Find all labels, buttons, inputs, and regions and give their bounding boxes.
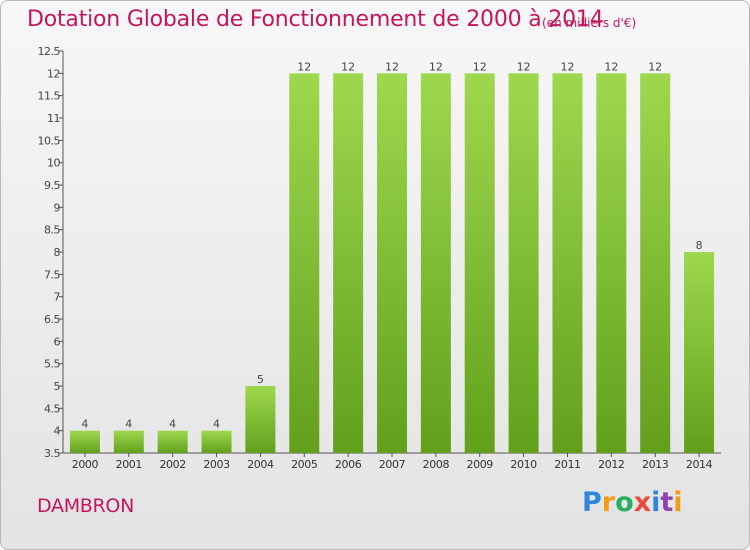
y-tick-label: 3.5 — [44, 447, 60, 460]
logo-letter: P — [582, 487, 602, 518]
bar-value-label: 12 — [517, 60, 531, 73]
bar — [289, 73, 320, 453]
bar — [245, 386, 276, 453]
bar — [552, 73, 583, 453]
bar — [157, 430, 188, 453]
logo-letter: i — [673, 487, 683, 518]
bar-value-label: 4 — [125, 418, 132, 431]
logo-letter: i — [651, 487, 661, 518]
y-tick-label: 12.5 — [38, 45, 61, 58]
bars: 4 4 4 4 5 12 12 12 12 12 12 12 12 12 8 — [69, 60, 715, 453]
x-tick-label: 2012 — [598, 458, 624, 471]
logo-letter: t — [660, 487, 674, 518]
bar — [69, 430, 100, 453]
bar — [508, 73, 539, 453]
bar-value-label: 12 — [429, 60, 443, 73]
bar-value-label: 12 — [297, 60, 311, 73]
y-tick-label: 6 — [54, 335, 61, 348]
x-tick-label: 2006 — [335, 458, 362, 471]
bar-value-label: 5 — [257, 373, 264, 386]
bar-value-label: 4 — [169, 418, 176, 431]
chart-subtitle: (en milliers d'€) — [542, 16, 637, 30]
bar — [640, 73, 671, 453]
logo-letter: x — [633, 487, 652, 518]
logo-letter: r — [601, 487, 616, 518]
x-tick-label: 2004 — [247, 458, 274, 471]
y-tick-label: 7 — [54, 291, 61, 304]
x-tick-label: 2007 — [379, 458, 406, 471]
y-tick-label: 12 — [47, 67, 60, 80]
y-tick-label: 4 — [54, 425, 61, 438]
x-tick-label: 2014 — [686, 458, 713, 471]
bar — [684, 252, 715, 453]
y-tick-label: 10 — [47, 157, 60, 170]
bar — [113, 430, 144, 453]
bar — [596, 73, 627, 453]
bar — [333, 73, 364, 453]
y-tick-label: 5.5 — [44, 358, 60, 371]
x-tick-label: 2013 — [642, 458, 669, 471]
y-tick-label: 9.5 — [44, 179, 60, 192]
bar-value-label: 4 — [81, 418, 88, 431]
bar — [377, 73, 407, 453]
x-tick-label: 2010 — [510, 458, 537, 471]
y-tick-label: 7.5 — [44, 268, 60, 281]
x-tick-label: 2005 — [291, 458, 318, 471]
y-tick-label: 10.5 — [38, 134, 61, 147]
chart-title: Dotation Globale de Fonctionnement de 20… — [27, 7, 604, 32]
bar-value-label: 12 — [560, 60, 574, 73]
y-tick-label: 9 — [54, 201, 61, 214]
x-tick-label: 2000 — [72, 458, 99, 471]
proxiti-logo[interactable]: Proxiti — [582, 487, 683, 518]
x-tick-label: 2008 — [423, 458, 450, 471]
bar-value-label: 12 — [648, 60, 662, 73]
y-axis: 3.5 4 4.5 5 5.5 6 6.5 7 7.5 8 8.5 9 9.5 10 10.5 11 11.5 1… — [38, 45, 64, 460]
bar-value-label: 12 — [385, 60, 399, 73]
y-tick-label: 5 — [54, 380, 61, 393]
x-axis: 2000 2001 2002 2003 2004 2005 2006 2007 2008 2009… — [63, 452, 721, 471]
y-tick-label: 8 — [54, 246, 61, 259]
bar-value-label: 8 — [696, 239, 703, 252]
x-tick-label: 2009 — [467, 458, 494, 471]
bar-value-label: 12 — [604, 60, 618, 73]
y-tick-label: 4.5 — [44, 402, 60, 415]
place-name: DAMBRON — [37, 495, 134, 517]
x-tick-label: 2001 — [116, 458, 142, 471]
bar — [420, 73, 451, 453]
bar — [464, 73, 495, 453]
x-tick-label: 2003 — [203, 458, 230, 471]
y-tick-label: 11.5 — [38, 90, 61, 103]
bar-value-label: 12 — [341, 60, 355, 73]
x-tick-label: 2011 — [554, 458, 580, 471]
bar-value-label: 12 — [473, 60, 487, 73]
logo-letter: o — [615, 487, 634, 518]
bar — [201, 430, 232, 453]
y-tick-label: 6.5 — [44, 313, 60, 326]
y-tick-label: 8.5 — [44, 224, 60, 237]
bar-value-label: 4 — [213, 418, 220, 431]
y-tick-label: 11 — [47, 112, 60, 125]
x-tick-label: 2002 — [159, 458, 185, 471]
